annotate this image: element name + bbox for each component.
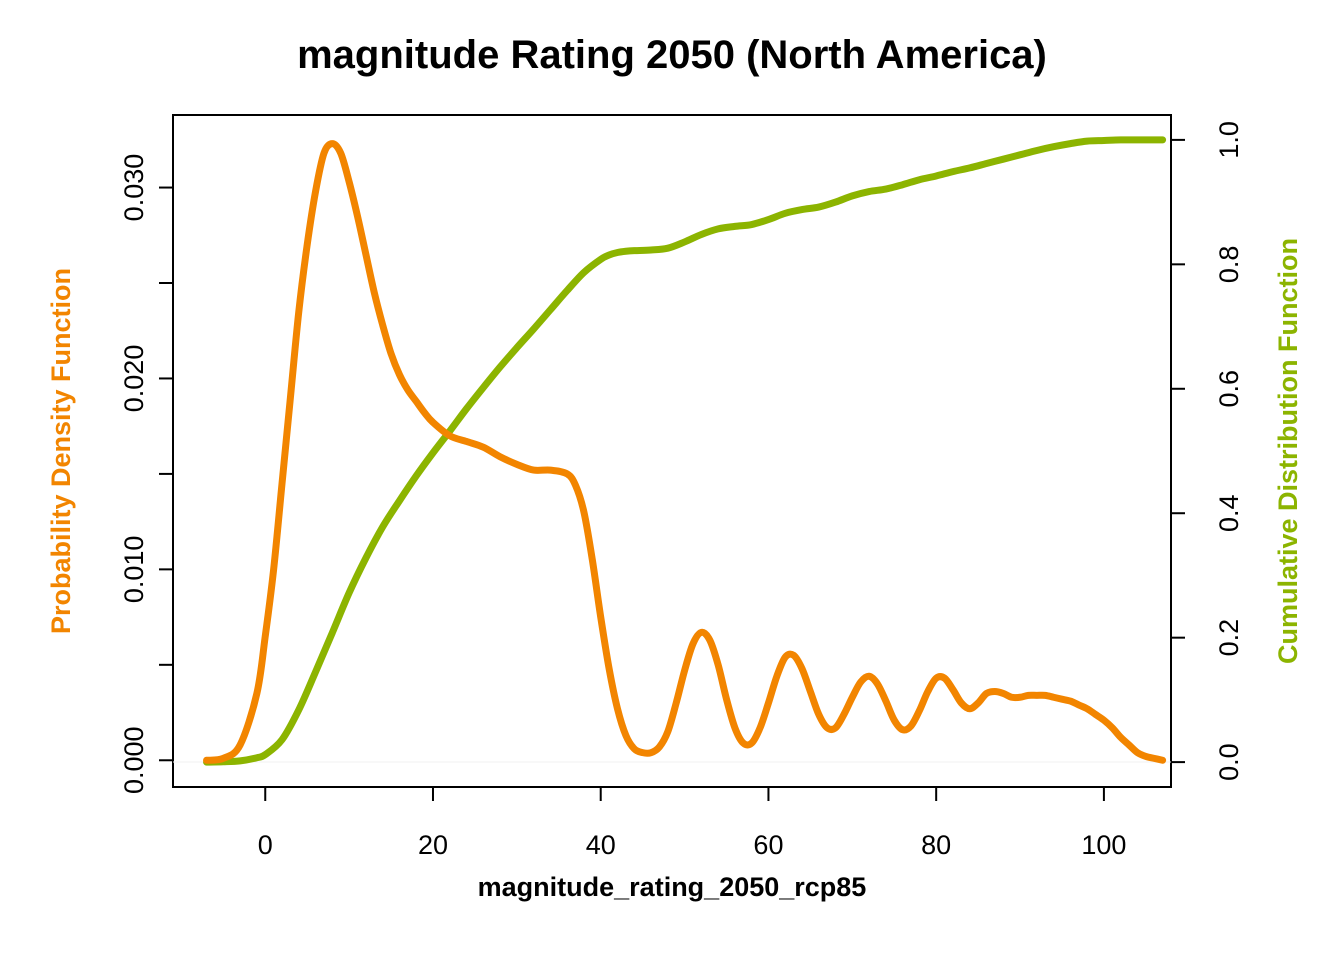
plot-frame — [172, 114, 1172, 788]
y-right-tick-label: 0.8 — [1214, 246, 1244, 284]
x-axis-title: magnitude_rating_2050_rcp85 — [478, 872, 867, 902]
cdf-line — [203, 136, 1167, 766]
x-tick-label: 20 — [418, 830, 448, 860]
x-tick-label: 0 — [258, 830, 273, 860]
x-tick-label: 40 — [586, 830, 616, 860]
y-right-axis-title: Cumulative Distribution Function — [1273, 238, 1303, 664]
y-right-tick-label: 0.0 — [1214, 743, 1244, 781]
pdf-line — [203, 140, 1167, 764]
x-tick-label: 80 — [921, 830, 951, 860]
series-layer — [203, 136, 1167, 766]
x-tick-label: 100 — [1081, 830, 1126, 860]
y-left-tick-label: 0.000 — [119, 726, 149, 794]
y-right-tick-label: 0.2 — [1214, 619, 1244, 657]
x-axis: 0 20 40 60 80 100 — [258, 786, 1126, 860]
y-right-tick-label: 1.0 — [1214, 121, 1244, 159]
y-right-tick-label: 0.6 — [1214, 370, 1244, 408]
y-left-tick-label: 0.030 — [119, 154, 149, 222]
y-right-axis: 0.0 0.2 0.4 0.6 0.8 1.0 — [1170, 121, 1244, 781]
y-left-axis: 0.000 0.010 0.020 0.030 — [119, 154, 174, 794]
y-left-axis-title: Probability Density Function — [46, 268, 76, 634]
y-left-tick-label: 0.010 — [119, 536, 149, 604]
y-left-tick-label: 0.020 — [119, 345, 149, 413]
y-right-tick-label: 0.4 — [1214, 494, 1244, 532]
x-tick-label: 60 — [753, 830, 783, 860]
chart-title: magnitude Rating 2050 (North America) — [297, 33, 1047, 77]
